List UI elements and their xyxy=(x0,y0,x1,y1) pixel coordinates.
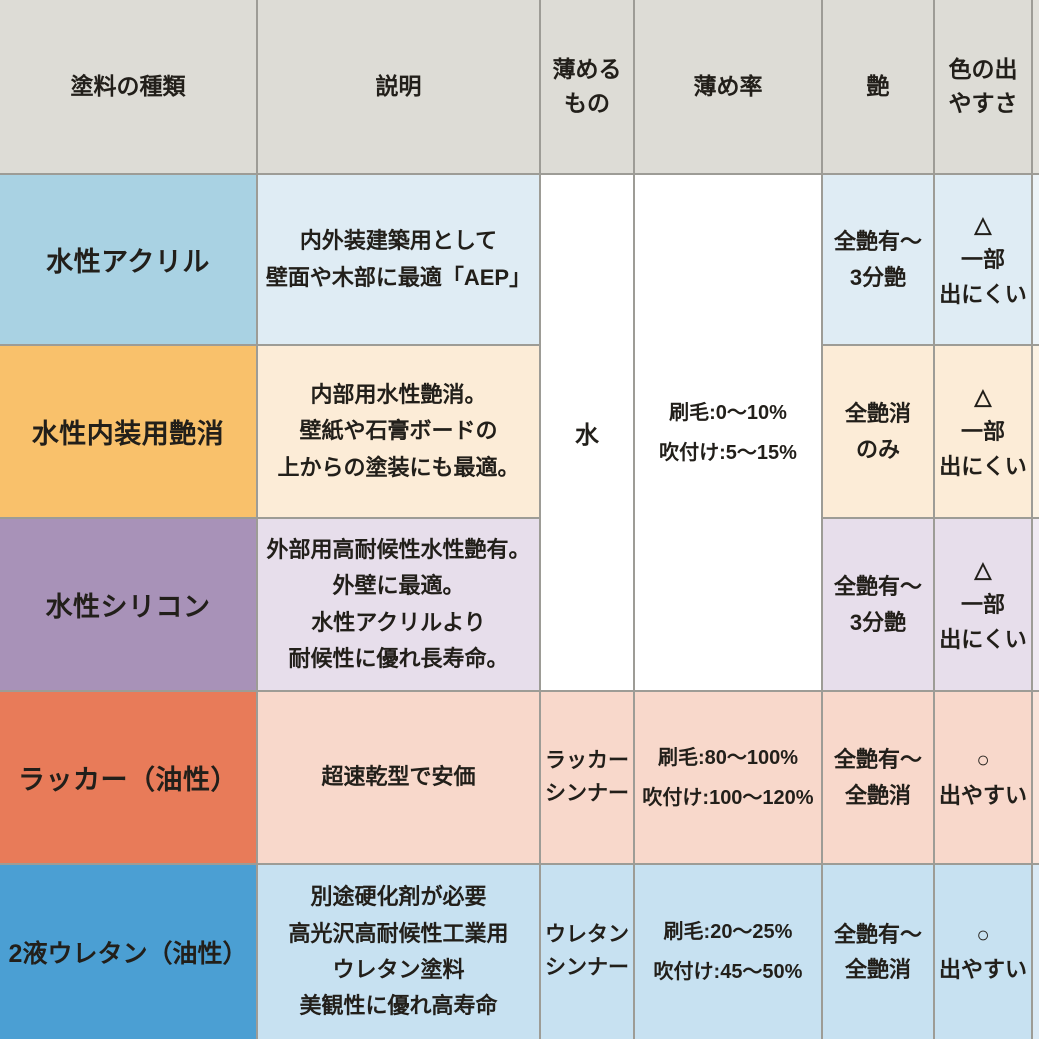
row1-description-cell: 内外装建築用として 壁面や木部に最適「AEP」 xyxy=(258,175,539,344)
row3-description-cell: 外部用高耐候性水性艶有。 外壁に最適。 水性アクリルより 耐候性に優れ長寿命。 xyxy=(258,519,539,690)
row5-description-cell: 別途硬化剤が必要 高光沢高耐候性工業用 ウレタン塗料 美観性に優れ高寿命 xyxy=(258,865,539,1039)
header-color-ease: 色の出 やすさ xyxy=(935,0,1031,173)
row4-description-cell: 超速乾型で安価 xyxy=(258,692,539,863)
row4-gloss-cell: 全艶有～ 全艶消 xyxy=(823,692,933,863)
header-ratio: 薄め率 xyxy=(635,0,821,173)
header-right-edge-sliver xyxy=(1033,0,1039,173)
header-description: 説明 xyxy=(258,0,539,173)
row4-thinner-cell: ラッカー シンナー xyxy=(541,692,633,863)
row1-right-edge-sliver xyxy=(1033,175,1039,344)
row5-ratio-cell: 刷毛:20～25% 吹付け:45～50% xyxy=(635,865,821,1039)
row5-gloss-cell: 全艶有～ 全艶消 xyxy=(823,865,933,1039)
row5-name-cell: 2液ウレタン（油性） xyxy=(0,865,256,1039)
merged-thinner-water-cell: 水 xyxy=(541,175,633,690)
row1-color-ease-cell: △ 一部 出にくい xyxy=(935,175,1031,344)
row4-name-cell: ラッカー（油性） xyxy=(0,692,256,863)
row4-ratio-cell: 刷毛:80～100% 吹付け:100～120% xyxy=(635,692,821,863)
header-gloss: 艶 xyxy=(823,0,933,173)
row2-gloss-cell: 全艶消 のみ xyxy=(823,346,933,517)
header-thinner: 薄める もの xyxy=(541,0,633,173)
row5-thinner-cell: ウレタン シンナー xyxy=(541,865,633,1039)
merged-ratio-cell: 刷毛:0～10% 吹付け:5～15% xyxy=(635,175,821,690)
header-paint-type: 塗料の種類 xyxy=(0,0,256,173)
row3-name-cell: 水性シリコン xyxy=(0,519,256,690)
row4-right-edge-sliver xyxy=(1033,692,1039,863)
row2-color-ease-cell: △ 一部 出にくい xyxy=(935,346,1031,517)
row1-name-cell: 水性アクリル xyxy=(0,175,256,344)
row3-color-ease-cell: △ 一部 出にくい xyxy=(935,519,1031,690)
row1-gloss-cell: 全艶有～ 3分艶 xyxy=(823,175,933,344)
row3-right-edge-sliver xyxy=(1033,519,1039,690)
row2-right-edge-sliver xyxy=(1033,346,1039,517)
row2-name-cell: 水性内装用艶消 xyxy=(0,346,256,517)
row4-color-ease-cell: ○ 出やすい xyxy=(935,692,1031,863)
row3-gloss-cell: 全艶有～ 3分艶 xyxy=(823,519,933,690)
row2-description-cell: 内部用水性艶消。 壁紙や石膏ボードの 上からの塗装にも最適。 xyxy=(258,346,539,517)
row5-right-edge-sliver xyxy=(1033,865,1039,1039)
row5-color-ease-cell: ○ 出やすい xyxy=(935,865,1031,1039)
